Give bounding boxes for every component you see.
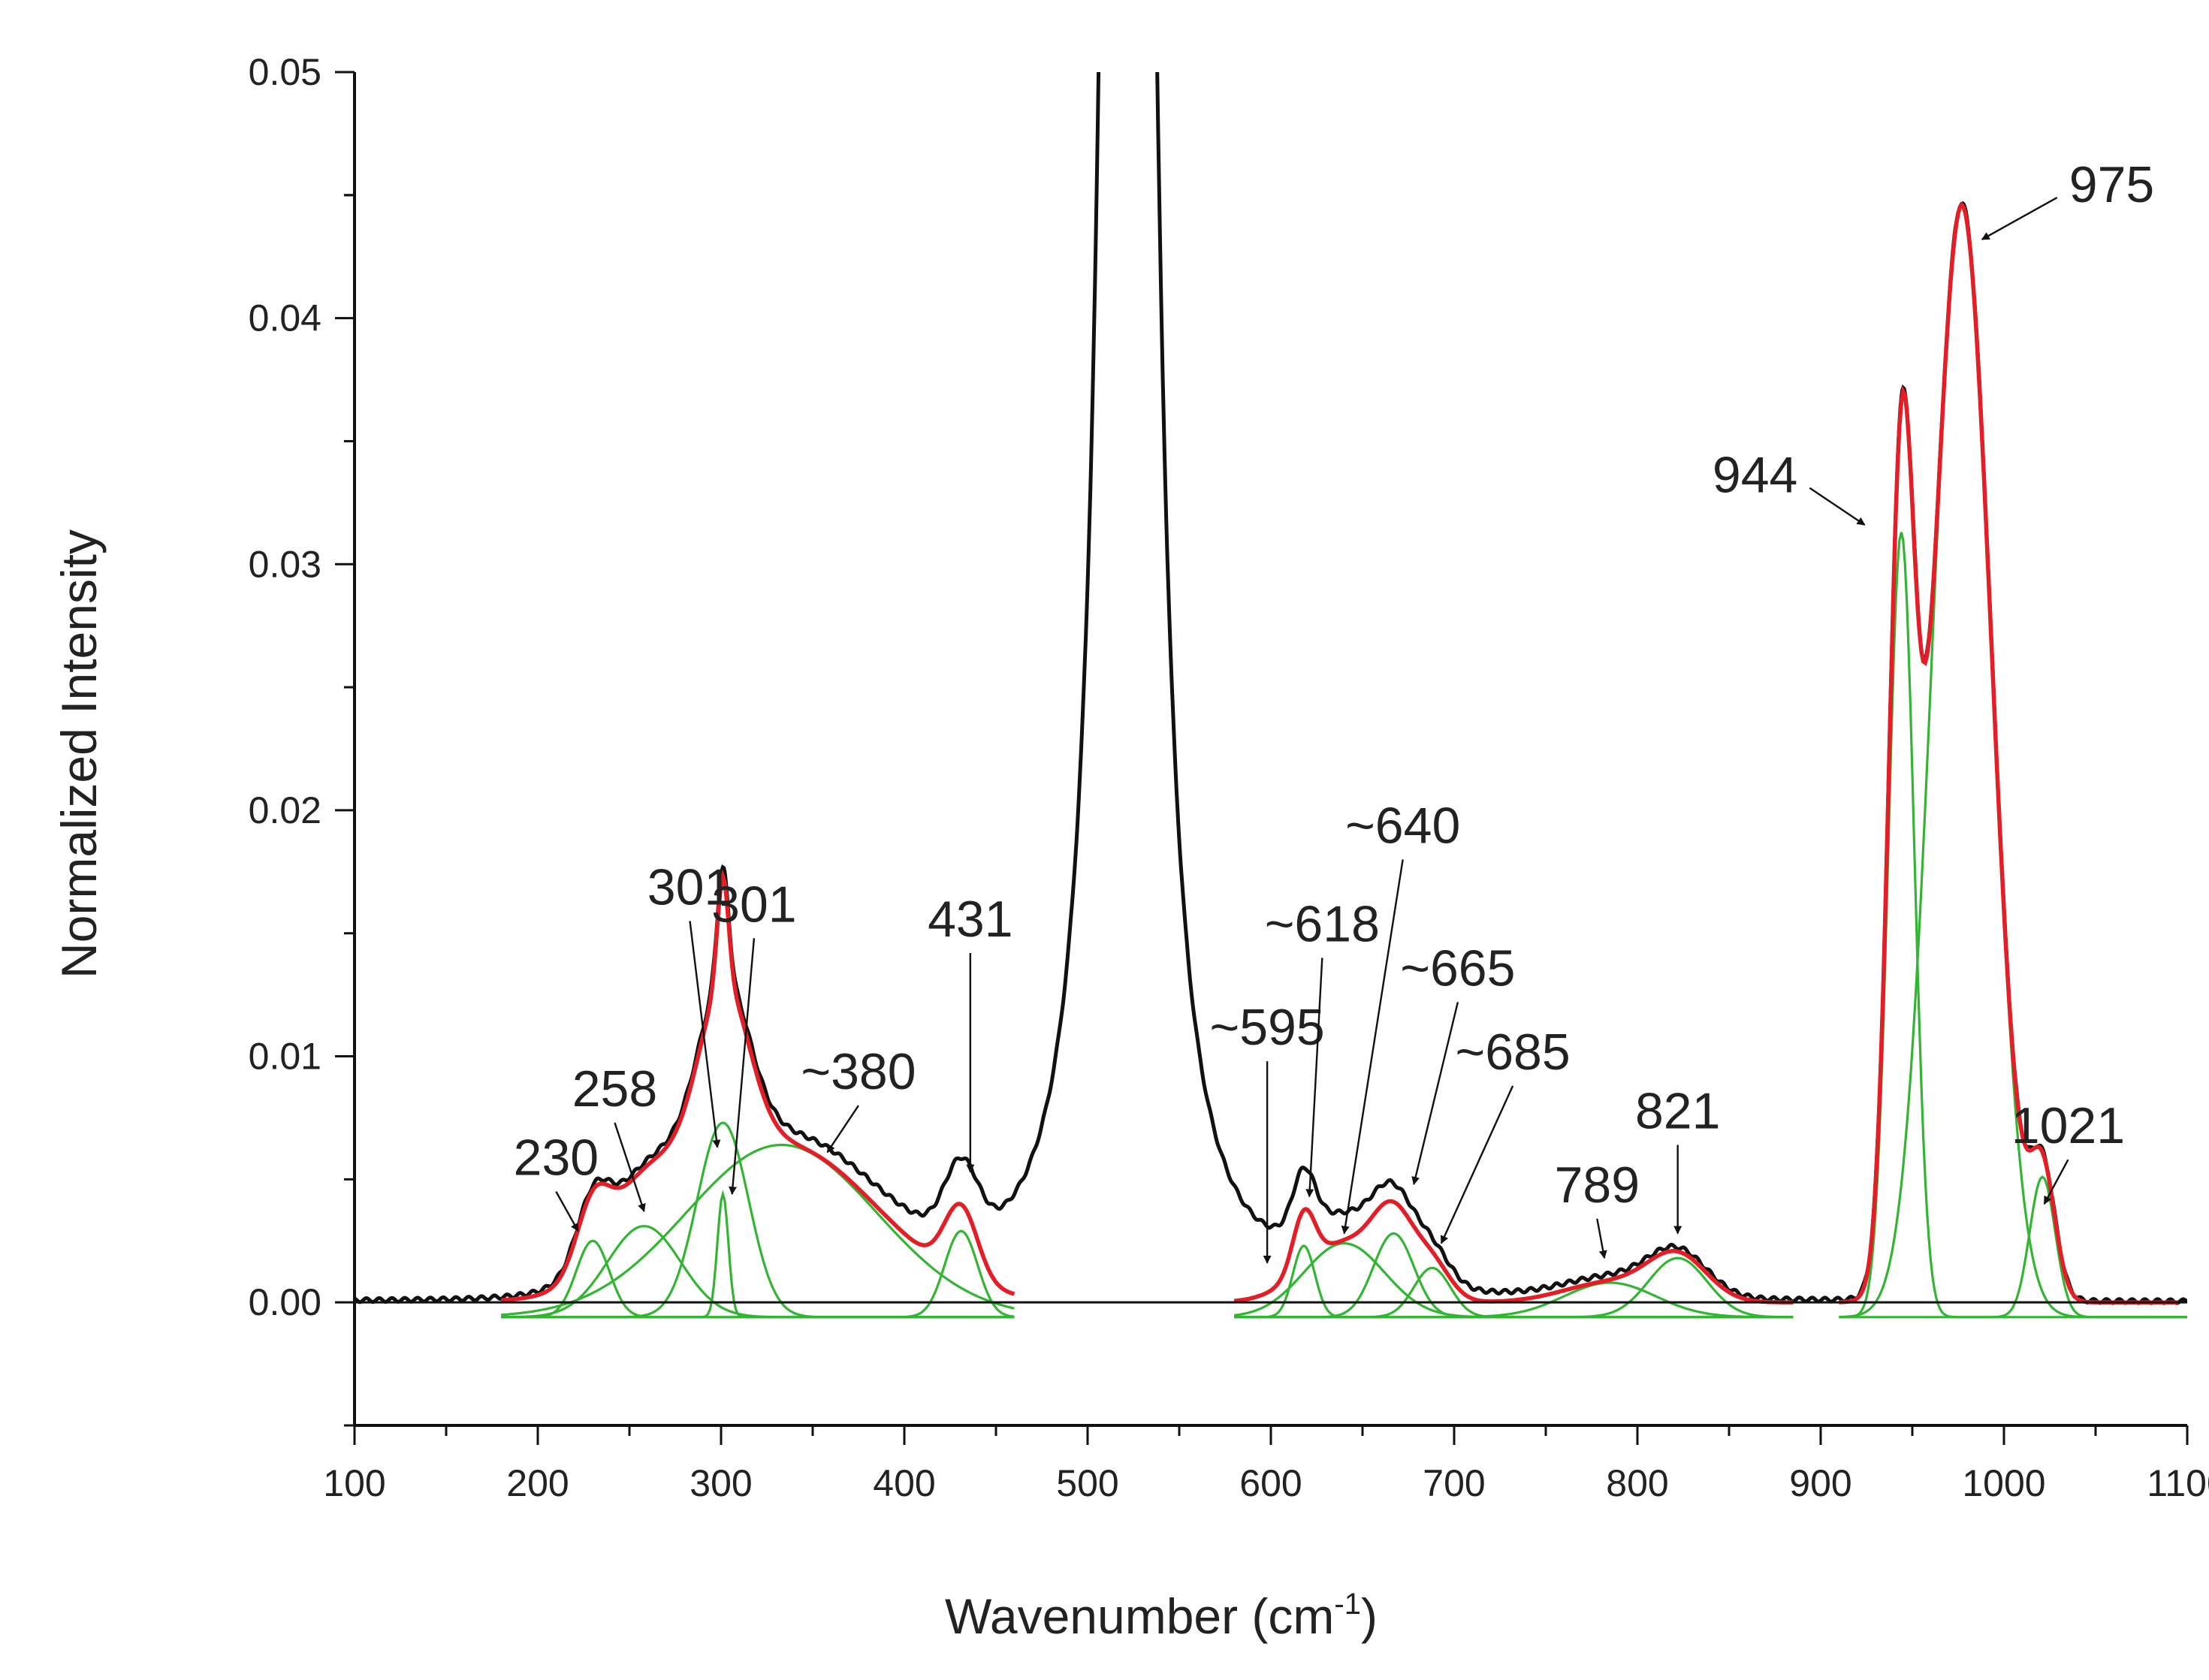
annotation-label-431-5: 431	[928, 891, 1012, 948]
annotation-arrow-approx-380-4	[826, 1105, 859, 1154]
fit-segment-1	[1233, 1199, 1794, 1304]
component-333-4	[501, 1143, 1015, 1317]
annotation-arrow-approx-618-7	[1305, 958, 1323, 1198]
x-tick-label: 1000	[1962, 1462, 2045, 1504]
annotation-label-789-11: 789	[1555, 1157, 1640, 1214]
annotation-arrow-944-13	[1809, 487, 1866, 526]
component-431-5	[501, 1229, 1015, 1319]
x-tick-label: 400	[873, 1462, 935, 1504]
annotation-arrow-approx-665-9	[1411, 1002, 1459, 1185]
annotation-label-approx-665-9: ~665	[1400, 940, 1515, 997]
y-tick-label: 0.05	[249, 51, 321, 93]
annotation-label-301-2: 301	[647, 858, 732, 915]
x-tick-label: 100	[323, 1462, 385, 1504]
annotation-label-approx-685-10: ~685	[1455, 1024, 1570, 1081]
annotation-arrow-approx-685-10	[1440, 1085, 1514, 1244]
x-axis-title-superscript: -1	[1334, 1588, 1361, 1621]
y-tick-label: 0.03	[249, 543, 321, 585]
annotation-arrow-301-2	[689, 921, 721, 1148]
annotation-label-230-0: 230	[514, 1130, 599, 1187]
annotation-label-821-12: 821	[1635, 1082, 1720, 1139]
annotation-arrow-258-1	[614, 1122, 646, 1213]
annotation-label-975-14: 975	[2069, 156, 2154, 213]
x-axis-title: Wavenumber (cm-1)	[945, 1588, 1378, 1644]
x-tick-label: 200	[506, 1462, 569, 1504]
annotation-arrow-301-3	[729, 938, 756, 1196]
annotation-label-approx-595-6: ~595	[1210, 999, 1325, 1056]
component-1021-14	[1839, 1175, 2187, 1319]
x-tick-label: 700	[1423, 1462, 1485, 1504]
y-tick-label: 0.04	[249, 297, 321, 339]
y-tick-label: 0.02	[249, 789, 321, 831]
fit-segment-0	[500, 869, 1015, 1303]
annotation-label-944-13: 944	[1713, 447, 1797, 504]
annotation-arrow-approx-640-8	[1341, 859, 1404, 1235]
x-tick-label: 500	[1056, 1462, 1118, 1504]
annotation-label-approx-640-8: ~640	[1345, 797, 1460, 854]
annotation-arrow-1021-15	[2043, 1159, 2069, 1205]
y-tick-label: 0.01	[249, 1036, 321, 1078]
x-tick-label: 800	[1606, 1462, 1668, 1504]
annotation-label-301-3: 301	[711, 876, 796, 933]
annotation-arrow-975-14	[1981, 197, 2058, 240]
component-822-11	[1234, 1256, 1794, 1319]
annotation-label-1021-15: 1021	[2011, 1097, 2125, 1154]
annotation-label-258-1: 258	[572, 1060, 657, 1117]
x-tick-label: 900	[1789, 1462, 1851, 1504]
annotation-label-approx-380-4: ~380	[801, 1043, 916, 1100]
y-tick-label: 0.00	[249, 1281, 321, 1323]
x-tick-label: 300	[690, 1462, 752, 1504]
y-axis-title: Normalized Intensity	[51, 529, 107, 979]
annotation-arrow-789-11	[1596, 1218, 1607, 1259]
annotation-arrow-230-0	[555, 1191, 579, 1232]
annotation-label-approx-618-7: ~618	[1265, 895, 1380, 952]
x-tick-label: 600	[1239, 1462, 1302, 1504]
